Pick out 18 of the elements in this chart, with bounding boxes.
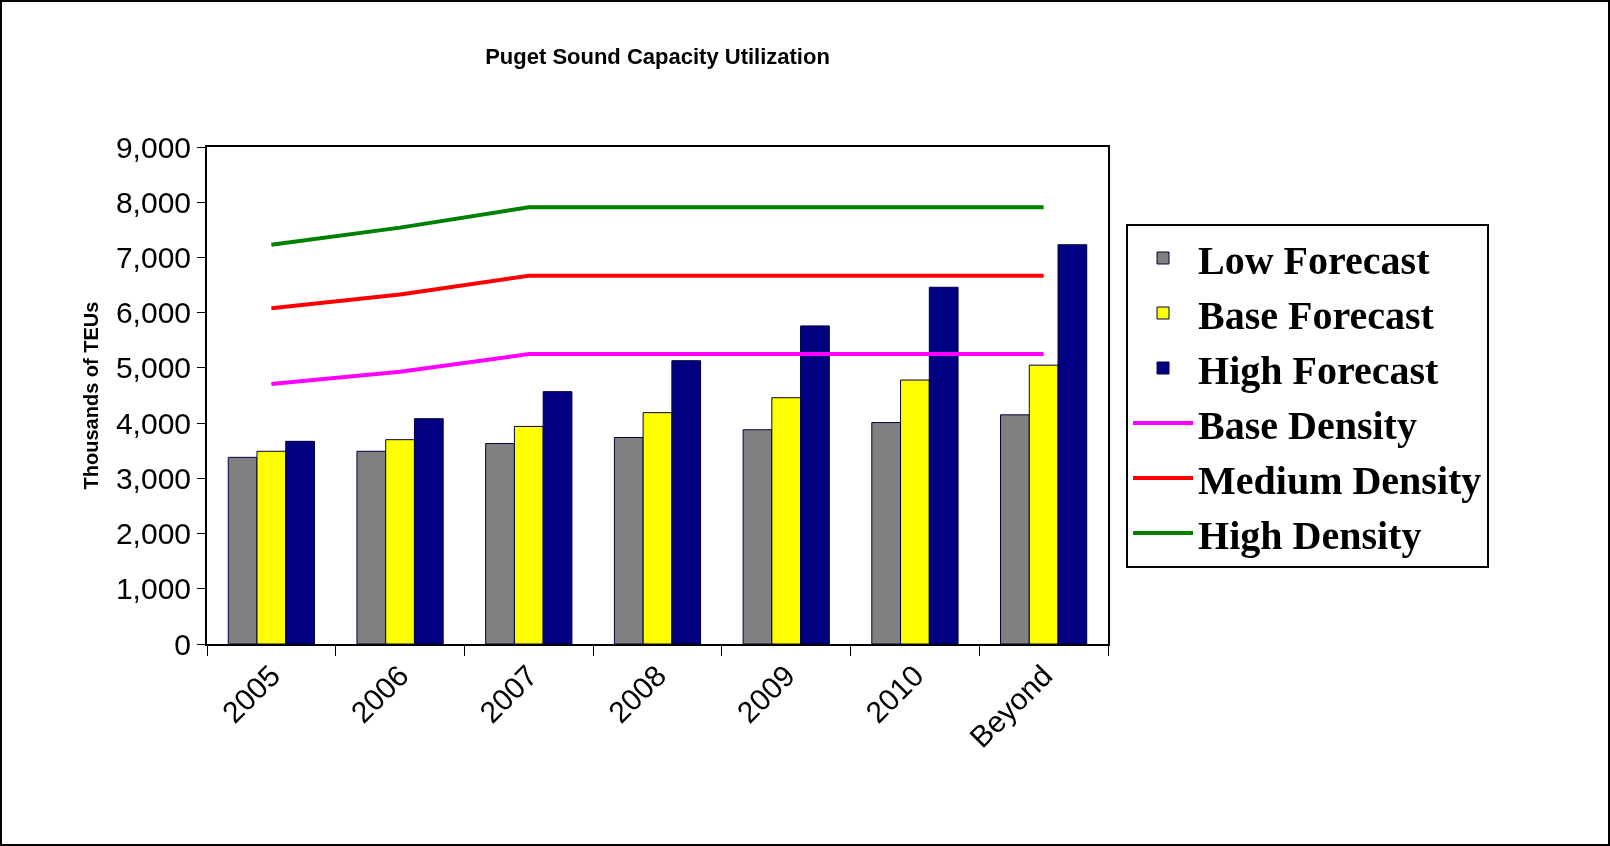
legend-label: High Forecast <box>1198 347 1440 393</box>
y-tick-label: 4,000 <box>115 406 191 440</box>
y-tick-label: 5,000 <box>115 351 191 385</box>
y-tick-label: 1,000 <box>115 572 191 606</box>
y-tick-label: 3,000 <box>115 461 191 495</box>
legend-label: Base Forecast <box>1198 292 1435 338</box>
legend-label: Base Density <box>1198 402 1417 448</box>
y-tick-label: 0 <box>174 627 191 661</box>
y-tick-label: 9,000 <box>115 130 191 164</box>
legend-label: High Density <box>1198 512 1422 558</box>
chart-title: Puget Sound Capacity Utilization <box>485 43 830 69</box>
y-tick-label: 7,000 <box>115 240 191 274</box>
y-tick-label: 2,000 <box>115 517 191 551</box>
legend-label: Low Forecast <box>1198 237 1431 283</box>
y-tick-label: 8,000 <box>115 185 191 219</box>
y-axis-title: Thousands of TEUs <box>79 301 102 490</box>
legend-label: Medium Density <box>1198 457 1482 503</box>
y-tick-label: 6,000 <box>115 296 191 330</box>
